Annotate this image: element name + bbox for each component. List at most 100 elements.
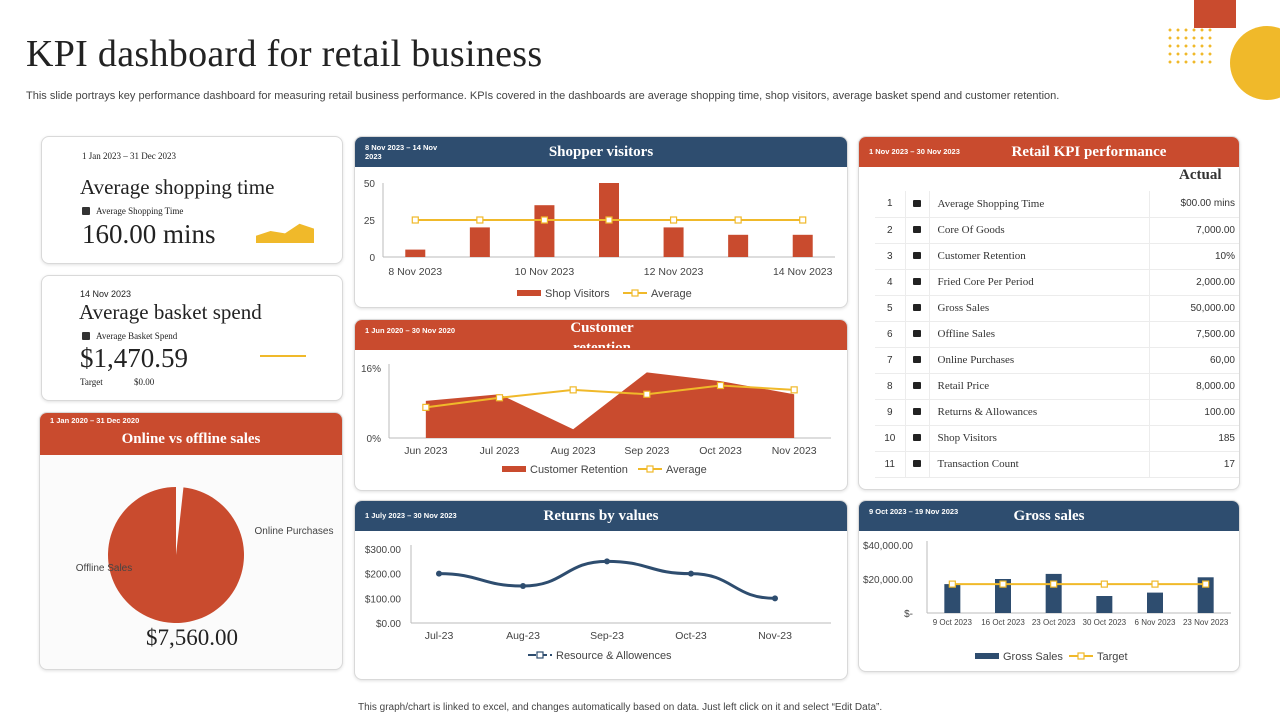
pie-slice-offline — [108, 487, 245, 623]
row-name: Gross Sales — [928, 295, 1149, 322]
target-point — [1202, 580, 1210, 588]
x-tick-label: Nov-23 — [758, 630, 792, 642]
bar — [1147, 592, 1163, 613]
x-tick-label: Sep-23 — [590, 630, 624, 642]
x-tick-label: 9 Oct 2023 — [933, 618, 973, 627]
y-tick-label: $- — [904, 609, 913, 620]
kpi-name: Average shopping time — [80, 175, 275, 199]
bar — [944, 584, 961, 613]
bar — [792, 234, 813, 257]
row-value: 17 — [1148, 451, 1239, 478]
x-tick-label: 8 Nov 2023 — [388, 266, 442, 278]
row-number: 11 — [875, 451, 905, 478]
average-point — [734, 216, 742, 224]
row-icon-cell — [904, 217, 929, 244]
row-value: 8,000.00 — [1148, 373, 1239, 400]
x-tick-label: 6 Nov 2023 — [1135, 618, 1176, 627]
row-icon-cell — [904, 321, 929, 348]
kpi-sub-label: Average Basket Spend — [82, 331, 177, 341]
x-tick-label: Aug-23 — [506, 630, 540, 642]
decorative-circle — [1230, 26, 1280, 100]
card-title: Online vs offline sales — [121, 431, 261, 447]
calendar-icon — [913, 199, 921, 207]
returns-point — [772, 595, 778, 602]
row-icon-cell — [904, 373, 929, 400]
x-tick-label: Sep 2023 — [624, 445, 669, 457]
calendar-icon — [82, 332, 90, 340]
legend-marker — [631, 289, 639, 297]
row-number: 9 — [875, 399, 905, 426]
average-line — [425, 384, 795, 409]
kpi-value: $1,470.59 — [80, 343, 188, 373]
card-header: 9 Oct 2023 – 19 Nov 2023 Gross sales — [859, 501, 1239, 531]
kpi-target-value: $0.00 — [134, 377, 155, 387]
kpi-card-shopping-time: 1 Jan 2023 – 31 Dec 2023 Average shoppin… — [41, 136, 343, 264]
returns-point — [604, 558, 610, 565]
decorative-dots — [1166, 26, 1214, 66]
target-point — [948, 580, 956, 588]
card-header: 1 Jun 2020 – 30 Nov 2020 Customer retent… — [355, 320, 847, 350]
table-row: 8 Retail Price 8,000.00 — [875, 373, 1239, 400]
bar — [1045, 573, 1062, 613]
row-number: 6 — [875, 321, 905, 348]
row-name: Core Of Goods — [928, 217, 1149, 244]
x-tick-label: Jun 2023 — [404, 445, 447, 457]
row-value: 7,500.00 — [1148, 321, 1239, 348]
calendar-icon — [913, 434, 921, 441]
y-tick-label: 25 — [364, 216, 376, 227]
x-tick-label: 16 Oct 2023 — [981, 618, 1025, 627]
x-tick-label: Jul-23 — [425, 630, 454, 642]
page-subtitle: This slide portrays key performance dash… — [26, 90, 1060, 102]
average-point — [422, 403, 430, 411]
average-point — [569, 386, 577, 394]
x-tick-label: Nov 2023 — [772, 445, 817, 457]
table-row: 5 Gross Sales 50,000.00 — [875, 295, 1239, 322]
row-icon-cell — [904, 399, 929, 426]
card-date: 8 Nov 2023 – 14 Nov 2023 — [365, 143, 438, 161]
pie-label-online: Online Purchases — [255, 526, 334, 537]
bar — [534, 205, 555, 257]
average-point — [790, 386, 798, 394]
target-point — [1100, 580, 1108, 588]
row-number: 7 — [875, 347, 905, 374]
bar — [1096, 596, 1113, 613]
kpi-target-label: Target — [80, 377, 103, 387]
calendar-icon — [913, 330, 921, 337]
sparkline-chart — [256, 223, 314, 243]
card-header: 1 Jan 2020 – 31 Dec 2020 Online vs offli… — [40, 413, 342, 455]
legend-label: Average — [651, 288, 692, 300]
y-tick-label: $100.00 — [365, 594, 402, 605]
row-name: Shop Visitors — [928, 425, 1149, 452]
calendar-icon — [913, 382, 921, 389]
row-name: Average Shopping Time — [928, 191, 1149, 218]
legend-marker — [1077, 652, 1085, 660]
card-title: Gross sales — [1013, 508, 1085, 524]
card-header: 1 Nov 2023 – 30 Nov 2023 Retail KPI perf… — [859, 137, 1239, 167]
calendar-icon — [913, 304, 921, 311]
y-tick-label: $300.00 — [365, 545, 402, 556]
legend-label: Target — [1097, 651, 1128, 663]
table-row: 1 Average Shopping Time $00.00 mins — [875, 191, 1239, 218]
row-number: 10 — [875, 425, 905, 452]
average-point — [643, 390, 651, 398]
target-point — [1050, 580, 1058, 588]
gross-sales-chart: $- $20,000.00 $40,000.00 9 Oct 2023 16 Oct 2… — [863, 541, 1231, 663]
average-point — [411, 216, 419, 224]
calendar-icon — [913, 278, 921, 285]
row-number: 8 — [875, 373, 905, 400]
x-tick-label: 23 Nov 2023 — [1183, 618, 1229, 627]
legend-label: Gross Sales — [1003, 651, 1063, 663]
pie-total: $7,560.00 — [146, 625, 238, 650]
returns-point — [436, 570, 442, 577]
row-number: 1 — [875, 191, 905, 218]
kpi-date: 14 Nov 2023 — [80, 289, 132, 299]
legend-marker — [536, 651, 544, 659]
x-tick-label: Jul 2023 — [480, 445, 520, 457]
average-point — [799, 216, 807, 224]
card-customer-retention: 1 Jun 2020 – 30 Nov 2020 Customer retent… — [354, 319, 848, 491]
calendar-icon — [913, 408, 921, 415]
card-gross-sales: 9 Oct 2023 – 19 Nov 2023 Gross sales $- $… — [858, 500, 1240, 672]
row-number: 2 — [875, 217, 905, 244]
legend-swatch — [502, 466, 526, 472]
customer-retention-chart: 0% 16% Jun 2023 Jul 2023 Aug 2023 Sep 2023 Oct… — [361, 364, 831, 476]
